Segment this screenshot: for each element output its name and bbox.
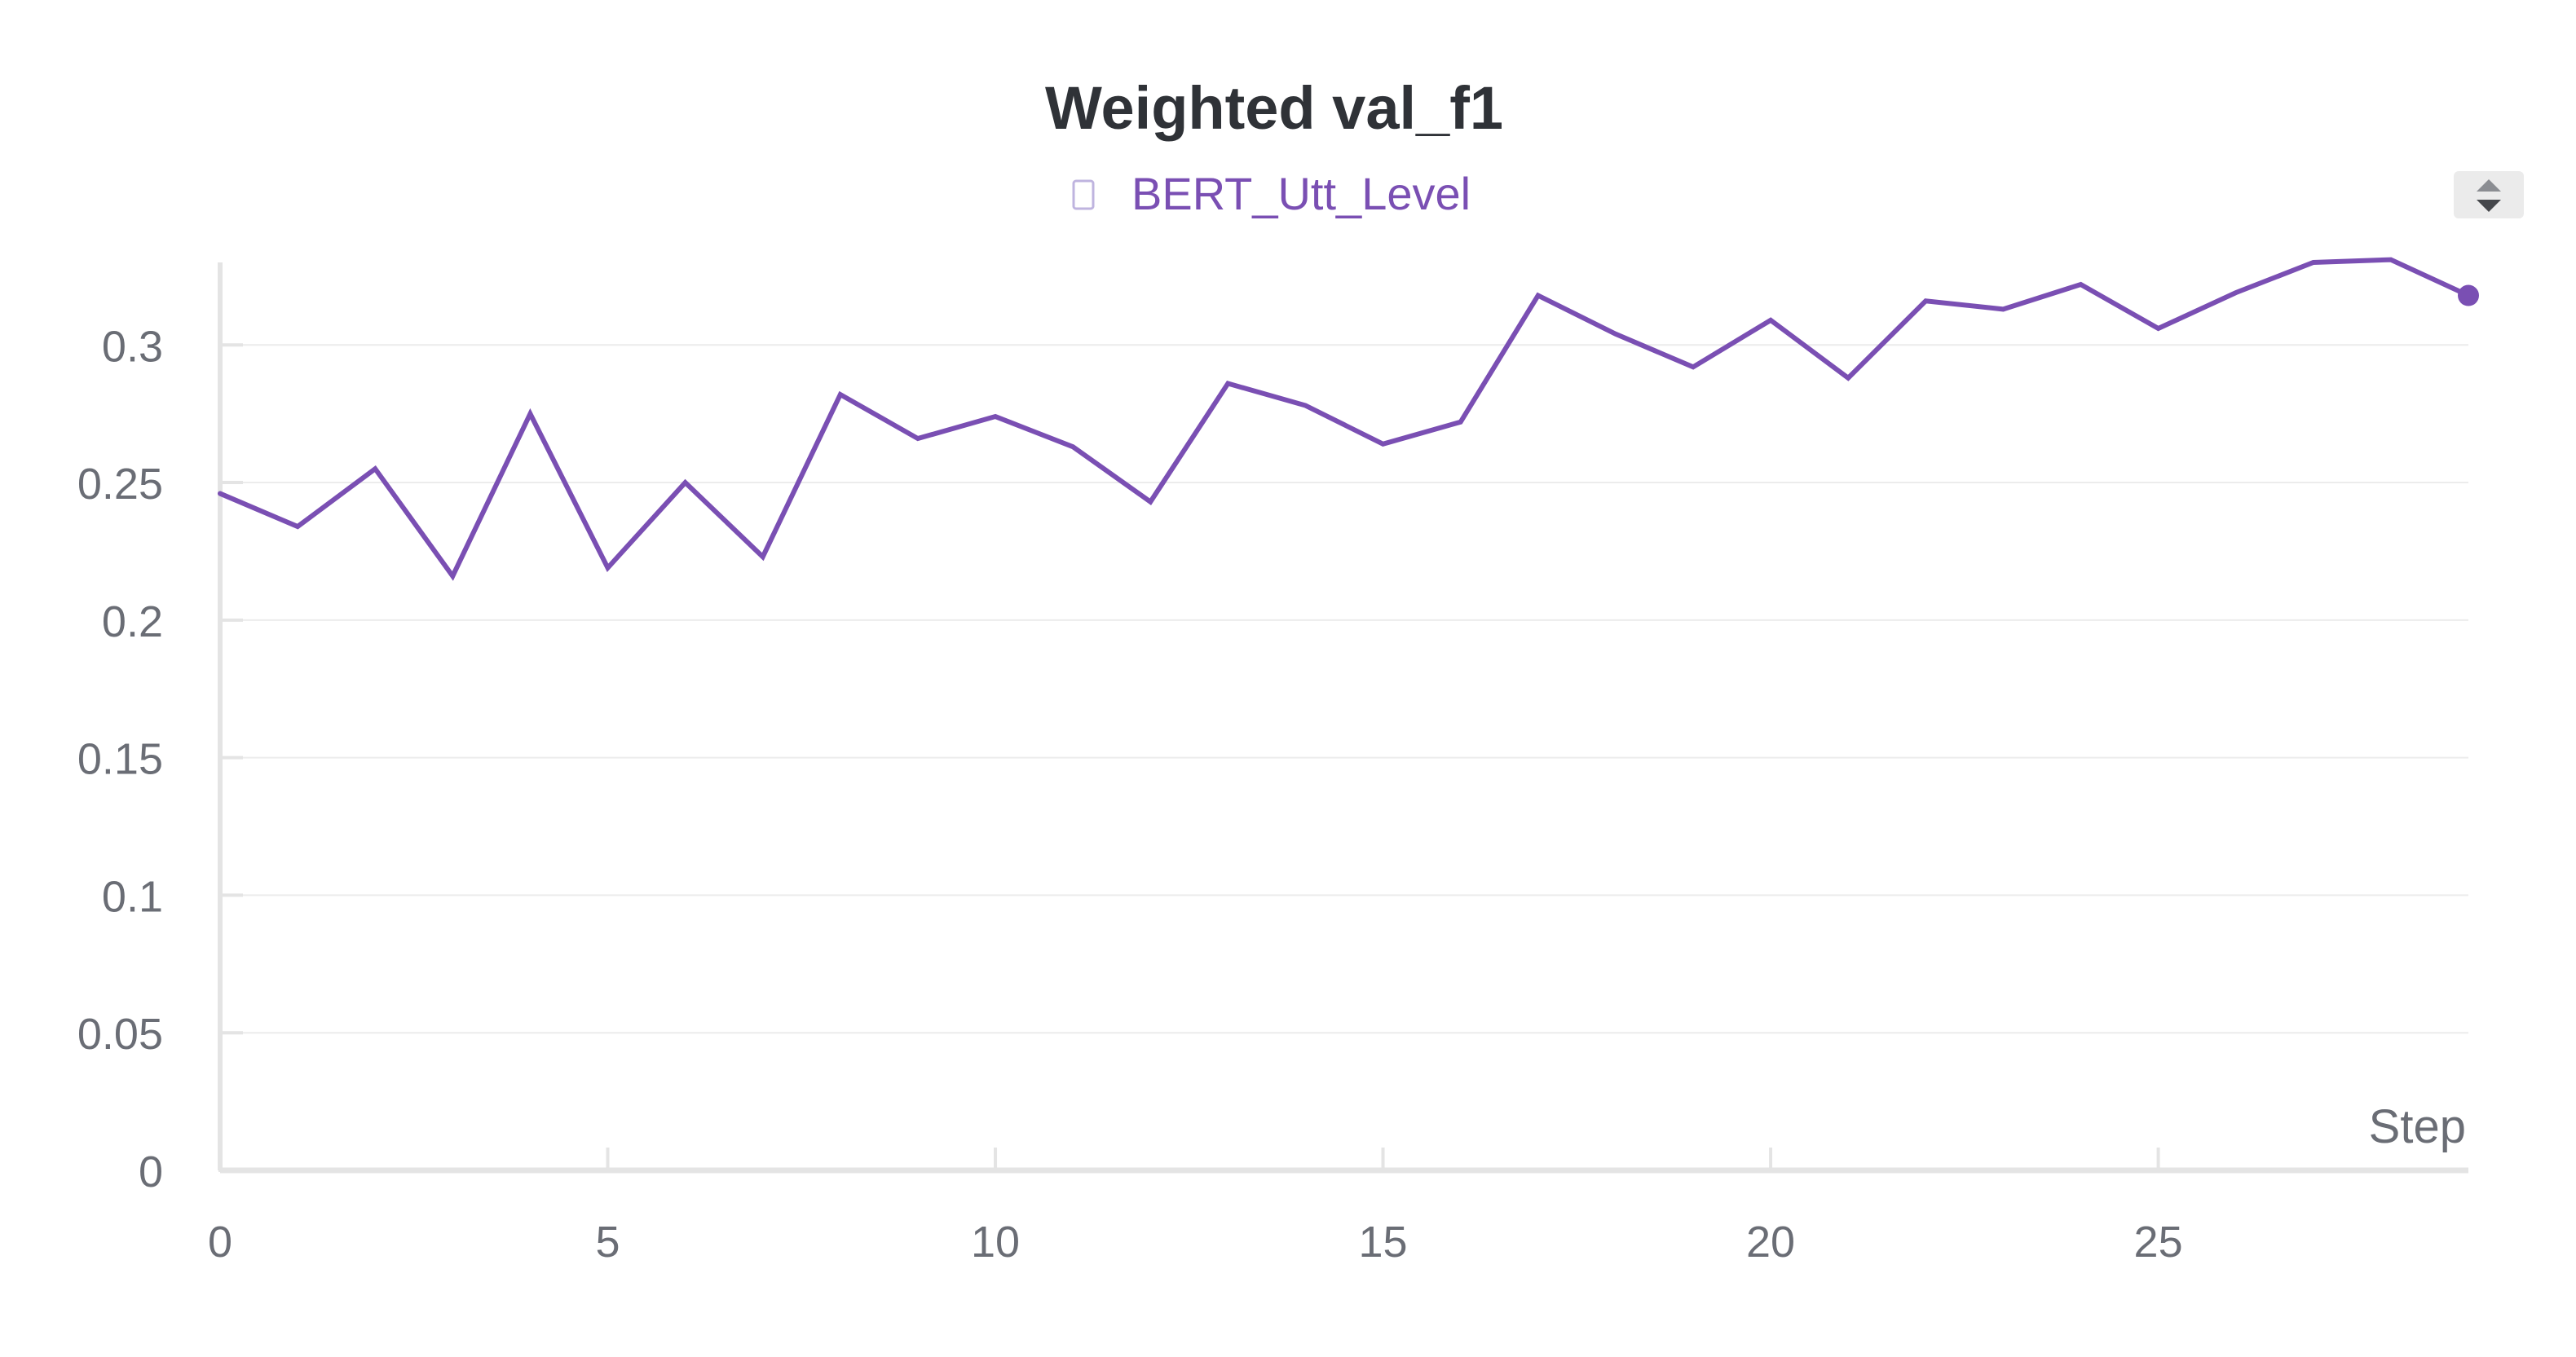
series-line-bert-utt-level[interactable] — [218, 257, 2471, 581]
legend-checkbox-icon[interactable] — [1072, 179, 1095, 210]
x-tick-label: 10 — [971, 1218, 1020, 1267]
series-end-point[interactable] — [2458, 284, 2479, 306]
legend-series-label: BERT_Utt_Level — [1131, 168, 1471, 219]
x-tick-label: 5 — [595, 1218, 620, 1267]
axes — [218, 262, 2468, 1174]
chart-title: Weighted val_f1 — [1045, 74, 1503, 142]
sort-up-icon[interactable] — [2477, 179, 2501, 192]
series-layer — [218, 257, 2479, 581]
x-tick-label: 0 — [208, 1218, 232, 1267]
x-tick-label: 20 — [1746, 1218, 1795, 1267]
x-tick-label: 15 — [1359, 1218, 1408, 1267]
y-tick-label: 0.2 — [102, 597, 163, 646]
y-tick-label: 0 — [139, 1148, 163, 1196]
legend[interactable]: BERT_Utt_Level — [1072, 168, 1471, 219]
tick-labels: 0 0.05 0.1 0.15 0.2 0.25 0.3 0 5 10 15 20 25 — [77, 322, 2183, 1267]
y-tick-label: 0.05 — [77, 1010, 163, 1059]
y-tick-label: 0.15 — [77, 735, 163, 784]
y-tick-label: 0.3 — [102, 322, 163, 371]
sort-arrows-icon-bg[interactable] — [2454, 171, 2524, 218]
grid-lines — [220, 344, 2468, 1034]
y-tick-label: 0.1 — [102, 872, 163, 921]
y-tick-label: 0.25 — [77, 460, 163, 509]
x-axis-title: Step — [2369, 1100, 2466, 1153]
x-tick-label: 25 — [2134, 1218, 2183, 1267]
sort-down-icon[interactable] — [2477, 200, 2501, 212]
resize-control[interactable] — [2454, 171, 2524, 218]
